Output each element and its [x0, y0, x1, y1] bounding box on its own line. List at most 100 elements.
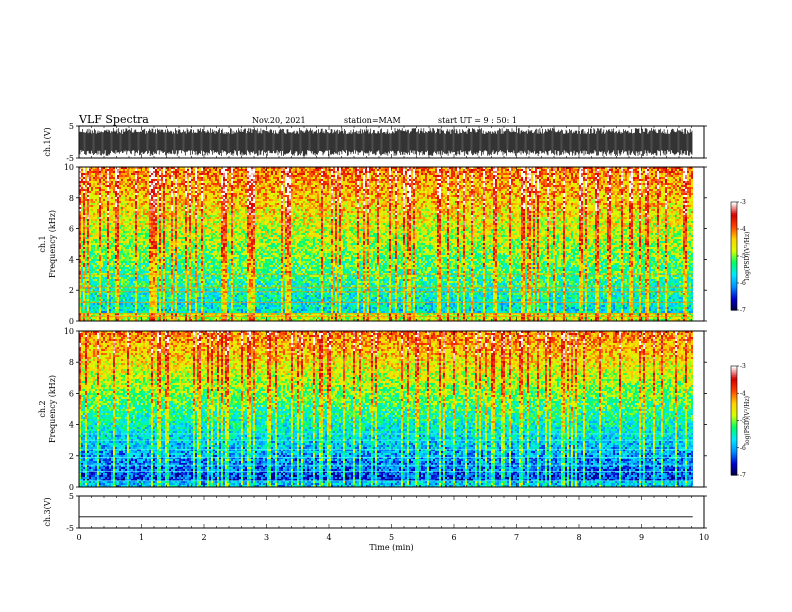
spectrogram-cell [301, 175, 303, 177]
spectrogram-cell [515, 171, 517, 173]
spectrogram-cell [369, 179, 371, 181]
spectrogram-cell [299, 171, 301, 173]
spectrogram-cell [667, 177, 669, 179]
spectrogram-cell [325, 169, 327, 171]
spectrogram-cell [551, 175, 553, 177]
spectrogram-cell [603, 175, 605, 177]
spectrogram-cell [325, 181, 327, 183]
spectrogram-cell [543, 175, 545, 177]
spectrogram-cell [605, 179, 607, 181]
spectrogram-cell [545, 175, 547, 177]
spectrogram-cell [539, 173, 541, 175]
spectrogram-cell [633, 171, 635, 173]
spectrogram-cell [633, 179, 635, 181]
spectrogram-cell [549, 171, 551, 173]
spectrogram-cell [207, 171, 209, 173]
spectrogram-cell [117, 175, 119, 177]
spectrogram-cell [115, 181, 117, 183]
spectrogram-cell [143, 179, 145, 181]
spectrogram-cell [135, 181, 137, 183]
spectrogram-cell [225, 177, 227, 179]
spectrogram-cell [283, 177, 285, 179]
spectrogram-cell [525, 177, 527, 179]
spectrogram-cell [195, 177, 197, 179]
spectrogram-cell [157, 173, 159, 175]
spectrogram-cell [595, 171, 597, 173]
spectrogram-cell [631, 179, 633, 181]
spectrogram-cell [207, 179, 209, 181]
spectrogram-cell [103, 177, 105, 179]
spectrogram-cell [189, 177, 191, 179]
spectrogram-cell [687, 173, 689, 175]
spectrogram-cell [245, 179, 247, 181]
spectrogram-cell [479, 175, 481, 177]
spectrogram-cell [377, 173, 379, 175]
spectrogram-cell [533, 171, 535, 173]
spectrogram-cell [339, 171, 341, 173]
spectrogram-cell [391, 177, 393, 179]
spectrogram-cell [361, 171, 363, 173]
spectrogram-cell [475, 169, 477, 171]
spectrogram-cell [555, 169, 557, 171]
spectrogram-cell [195, 169, 197, 171]
spectrogram-cell [259, 179, 261, 181]
spectrogram-cell [213, 169, 215, 171]
spectrogram-cell [143, 169, 145, 171]
spectrogram-cell [623, 179, 625, 181]
spectrogram-cell [305, 169, 307, 171]
spectrogram-cell [95, 181, 97, 183]
spectrogram-cell [593, 179, 595, 181]
spectrogram-cell [551, 177, 553, 179]
spectrogram-cell [181, 171, 183, 173]
spectrogram-cell [191, 169, 193, 171]
spectrogram-cell [571, 179, 573, 181]
spectrogram-cell [355, 171, 357, 173]
spectrogram-cell [259, 175, 261, 177]
spectrogram-cell [437, 177, 439, 179]
spectrogram-cell [157, 175, 159, 177]
spectrogram-cell [349, 173, 351, 175]
spectrogram-cell [303, 175, 305, 177]
spectrogram-cell [249, 173, 251, 175]
spectrogram-cell [151, 181, 153, 183]
spectrogram-cell [215, 175, 217, 177]
spectrogram-cell [647, 171, 649, 173]
spectrogram-cell [145, 175, 147, 177]
spectrogram-cell [393, 173, 395, 175]
spectrogram-cell [271, 171, 273, 173]
spectrogram-cell [317, 177, 319, 179]
spectrogram-cell [177, 179, 179, 181]
spectrogram-cell [689, 175, 691, 177]
spectrogram-cell [411, 175, 413, 177]
spectrogram-cell [629, 169, 631, 171]
spectrogram-cell [261, 181, 263, 183]
spectrogram-cell [611, 177, 613, 179]
spectrogram-cell [259, 173, 261, 175]
spectrogram-cell [251, 181, 253, 183]
spectrogram-cell [513, 175, 515, 177]
spectrogram-cell [225, 173, 227, 175]
spectrogram-cell [441, 177, 443, 179]
spectrogram-cell [295, 175, 297, 177]
spectrogram-cell [183, 181, 185, 183]
spectrogram-cell [401, 175, 403, 177]
spectrogram-cell [87, 177, 89, 179]
spectrogram-cell [123, 177, 125, 179]
spectrogram-cell [619, 177, 621, 179]
spectrogram-cell [273, 171, 275, 173]
spectrogram-cell [253, 179, 255, 181]
spectrogram-cell [175, 181, 177, 183]
spectrogram-cell [187, 173, 189, 175]
spectrogram-cell [283, 173, 285, 175]
spectrogram-cell [547, 171, 549, 173]
spectrogram-cell [649, 173, 651, 175]
spectrogram-cell [363, 177, 365, 179]
spectrogram-cell [385, 173, 387, 175]
spectrogram-cell [309, 171, 311, 173]
spectrogram-cell [647, 169, 649, 171]
spectrogram-cell [315, 171, 317, 173]
spectrogram-cell [357, 179, 359, 181]
spectrogram-cell [293, 169, 295, 171]
spectrogram-cell [277, 171, 279, 173]
spectrogram-cell [587, 171, 589, 173]
